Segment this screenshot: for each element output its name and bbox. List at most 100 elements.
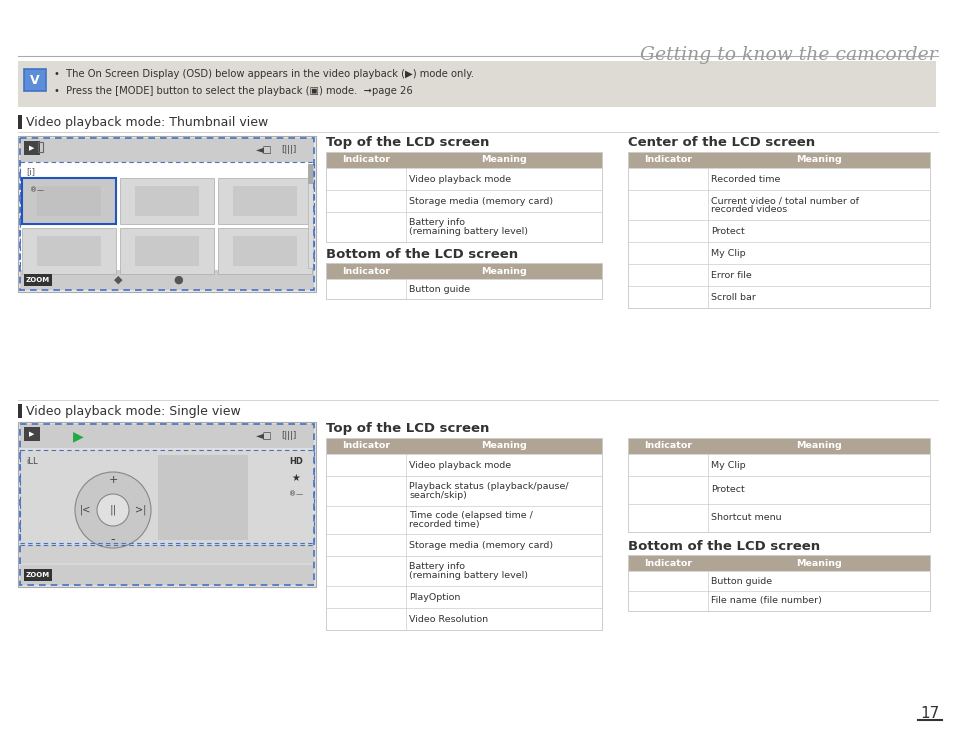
Bar	[20, 270, 314, 290]
Bar	[18, 422, 315, 587]
Bar	[18, 115, 22, 129]
Bar	[326, 506, 601, 534]
Text: ▶: ▶	[72, 429, 83, 443]
Bar	[24, 427, 40, 441]
Bar	[326, 152, 601, 168]
Bar	[326, 212, 601, 242]
Bar	[24, 569, 52, 581]
Bar	[627, 555, 929, 611]
Bar	[20, 545, 314, 563]
Text: Protect: Protect	[710, 226, 744, 236]
Text: iLL: iLL	[26, 458, 37, 466]
Text: recorded videos: recorded videos	[710, 204, 786, 214]
Bar	[326, 190, 601, 212]
Bar	[627, 152, 929, 168]
Bar	[627, 220, 929, 242]
Bar	[326, 438, 601, 454]
Text: Video playback mode: Thumbnail view: Video playback mode: Thumbnail view	[26, 116, 268, 129]
Text: Indicator: Indicator	[341, 155, 390, 164]
Bar	[326, 168, 601, 190]
Text: Video playback mode: Video playback mode	[409, 461, 511, 469]
Text: [|||]: [|||]	[281, 145, 296, 155]
Text: ®—: ®—	[30, 187, 44, 193]
Text: Indicator: Indicator	[643, 155, 691, 164]
Text: •  Press the [MODE] button to select the playback (▣) mode.  ➞page 26: • Press the [MODE] button to select the …	[54, 86, 413, 96]
Bar	[20, 565, 314, 585]
Text: HD: HD	[289, 458, 303, 466]
Text: Storage media (memory card): Storage media (memory card)	[409, 196, 553, 206]
Text: ®—: ®—	[289, 491, 303, 497]
Text: >|: >|	[135, 504, 147, 515]
Text: ▶: ▶	[30, 145, 34, 151]
Text: Protect: Protect	[710, 485, 744, 494]
Bar	[308, 164, 313, 268]
Bar	[326, 454, 601, 476]
Bar	[22, 228, 116, 274]
Bar	[37, 186, 101, 216]
Bar	[120, 178, 213, 224]
Text: Top of the LCD screen: Top of the LCD screen	[326, 422, 489, 435]
Bar	[326, 279, 601, 299]
Bar	[20, 450, 314, 565]
Bar	[135, 186, 199, 216]
Text: ◄□: ◄□	[255, 145, 273, 155]
Text: ZOOM: ZOOM	[26, 277, 50, 283]
Text: Shortcut menu: Shortcut menu	[710, 513, 781, 523]
Bar	[218, 228, 312, 274]
Text: [|||]: [|||]	[281, 431, 296, 440]
Text: My Clip: My Clip	[710, 248, 745, 258]
Text: Time code (elapsed time /: Time code (elapsed time /	[409, 511, 533, 520]
Text: Scroll bar: Scroll bar	[710, 293, 755, 301]
Text: Meaning: Meaning	[480, 266, 526, 275]
Text: Video Resolution: Video Resolution	[409, 615, 488, 623]
Text: Meaning: Meaning	[480, 442, 526, 450]
Text: Top of the LCD screen: Top of the LCD screen	[326, 136, 489, 149]
Text: •  The On Screen Display (OSD) below appears in the video playback (▶) mode only: • The On Screen Display (OSD) below appe…	[54, 69, 474, 79]
Bar	[627, 591, 929, 611]
Bar	[326, 534, 601, 556]
Bar	[20, 424, 314, 585]
Bar	[120, 228, 213, 274]
Circle shape	[97, 494, 129, 526]
Text: Meaning: Meaning	[480, 155, 526, 164]
Bar	[627, 264, 929, 286]
Bar	[627, 152, 929, 308]
Text: Current video / total number of: Current video / total number of	[710, 196, 858, 205]
Bar	[627, 438, 929, 454]
Text: recorded time): recorded time)	[409, 520, 479, 529]
Bar	[24, 141, 40, 155]
Text: ★: ★	[292, 473, 300, 483]
Bar	[627, 555, 929, 571]
Text: Button guide: Button guide	[409, 285, 470, 293]
Text: Getting to know the camcorder: Getting to know the camcorder	[639, 46, 937, 64]
Text: Indicator: Indicator	[341, 442, 390, 450]
Circle shape	[75, 472, 151, 548]
Text: |<: |<	[79, 504, 91, 515]
Bar	[22, 178, 116, 224]
Text: File name (file number): File name (file number)	[710, 596, 821, 605]
Text: Playback status (playback/pause/: Playback status (playback/pause/	[409, 483, 568, 491]
Bar	[627, 190, 929, 220]
Text: My Clip: My Clip	[710, 461, 745, 469]
Text: Battery info: Battery info	[409, 218, 464, 227]
Text: (remaining battery level): (remaining battery level)	[409, 571, 527, 580]
Text: +: +	[109, 475, 117, 485]
Bar	[20, 138, 314, 162]
Bar	[24, 274, 52, 286]
Text: Indicator: Indicator	[643, 558, 691, 567]
Bar	[308, 164, 313, 184]
Bar	[18, 404, 22, 418]
Text: ●: ●	[172, 275, 183, 285]
Bar	[18, 61, 935, 107]
Text: PlayOption: PlayOption	[409, 593, 460, 602]
Bar	[135, 236, 199, 266]
Bar	[326, 263, 601, 279]
Text: 17: 17	[919, 707, 939, 721]
Text: Video playback mode: Video playback mode	[409, 174, 511, 183]
Bar	[326, 263, 601, 299]
Text: ◄□: ◄□	[255, 431, 273, 441]
Text: Center of the LCD screen: Center of the LCD screen	[627, 136, 814, 149]
Bar	[326, 438, 601, 630]
Text: Recorded time: Recorded time	[710, 174, 780, 183]
Bar	[627, 168, 929, 190]
